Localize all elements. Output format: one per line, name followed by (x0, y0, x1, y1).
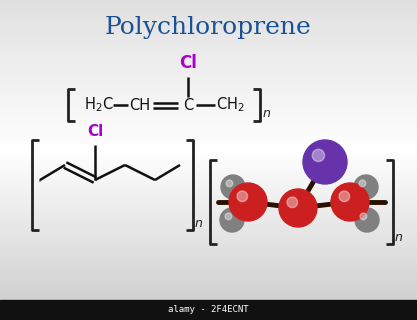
Circle shape (303, 140, 347, 184)
Circle shape (220, 208, 244, 232)
Circle shape (237, 191, 248, 202)
Circle shape (279, 189, 317, 227)
Text: alamy - 2F4ECNT: alamy - 2F4ECNT (168, 306, 249, 315)
Text: n: n (263, 107, 271, 120)
Circle shape (225, 213, 232, 220)
Text: n: n (395, 231, 403, 244)
Circle shape (360, 213, 367, 220)
Circle shape (339, 191, 349, 202)
Text: n: n (195, 217, 203, 230)
Text: H$_2$C: H$_2$C (84, 96, 114, 114)
Bar (0, 300, 417, 320)
Text: Polychloroprene: Polychloroprene (105, 16, 312, 39)
Text: CH: CH (129, 98, 151, 113)
Circle shape (226, 180, 233, 187)
Circle shape (221, 175, 245, 199)
Text: CH$_2$: CH$_2$ (216, 96, 244, 114)
Circle shape (331, 183, 369, 221)
Circle shape (355, 208, 379, 232)
Text: Cl: Cl (179, 54, 197, 72)
Text: C: C (183, 98, 193, 113)
Circle shape (229, 183, 267, 221)
Circle shape (287, 197, 298, 208)
Circle shape (359, 180, 366, 187)
Circle shape (354, 175, 378, 199)
Circle shape (312, 149, 324, 162)
Text: Cl: Cl (87, 124, 103, 140)
